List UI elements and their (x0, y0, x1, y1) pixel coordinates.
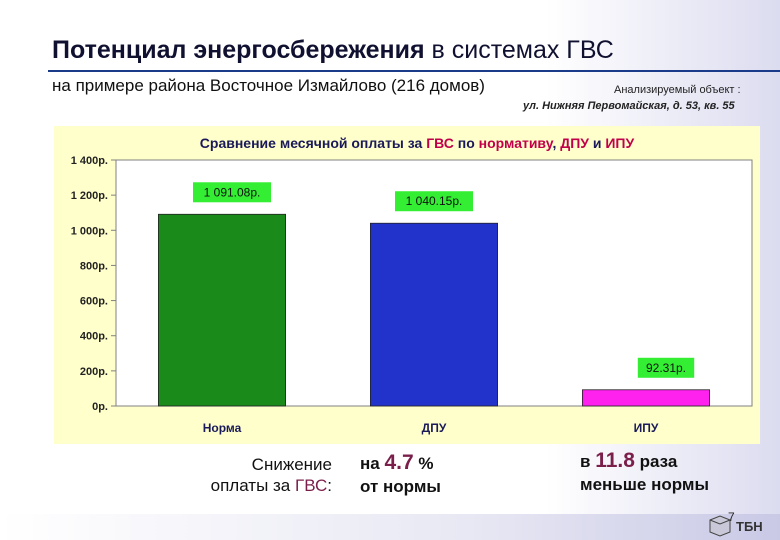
value-label-box (193, 182, 271, 203)
value-label: 92.31р. (646, 361, 686, 375)
summary-middle-value: 4.7 (384, 451, 414, 474)
summary-left-text-a: оплаты за (210, 476, 295, 496)
summary-left-highlight: ГВС (295, 476, 328, 496)
chart-title-part-0: Сравнение месячной оплаты за (200, 135, 426, 151)
value-label-box (637, 357, 695, 378)
logo-cube-icon (709, 515, 731, 537)
category-label: Норма (203, 421, 242, 435)
y-tick-label: 0р. (92, 401, 108, 413)
summary-left: Снижение оплаты за ГВС: (172, 454, 332, 497)
summary-left-line2: оплаты за ГВС: (172, 475, 332, 496)
summary-middle-suffix: % (413, 454, 434, 473)
summary-right-prefix: в (580, 452, 596, 471)
value-label: 1 040.15р. (406, 194, 463, 208)
slide-subtitle: на примере района Восточное Измайлово (2… (52, 76, 485, 95)
title-divider (48, 70, 780, 72)
chart-title-part-2: по (454, 135, 479, 151)
summary-middle-line1: на 4.7 % (360, 450, 490, 476)
summary-middle: на 4.7 % от нормы (360, 450, 490, 498)
chart-title-part-4: , (552, 135, 560, 151)
value-label: 1 091.08р. (204, 185, 261, 199)
bar-Норма (158, 213, 286, 407)
value-label-box (395, 191, 473, 212)
category-label: ДПУ (422, 421, 447, 435)
chart-panel: Сравнение месячной оплаты за ГВС по норм… (54, 126, 760, 444)
chart-title-part-3: нормативу (479, 135, 554, 151)
chart-title-part-6: и (589, 135, 605, 151)
object-address: ул. Нижняя Первомайская, д. 53, кв. 55 (523, 100, 735, 112)
object-label: Анализируемый объект : (614, 84, 741, 96)
y-tick-label: 600р. (80, 296, 108, 308)
company-logo: ТБН (709, 515, 763, 537)
y-tick-label: 1 000р. (71, 225, 108, 237)
summary-right-suffix: раза (634, 452, 678, 471)
summary-right-line1: в 11.8 раза (580, 448, 760, 474)
chart-title-part-5: ДПУ (560, 135, 589, 151)
bar-ДПУ (369, 222, 498, 407)
y-tick-label: 400р. (80, 331, 108, 343)
logo-cube-edges (709, 519, 731, 525)
y-tick-label: 1 200р. (71, 190, 108, 202)
category-label: ИПУ (634, 421, 659, 435)
chart-title-part-1: ГВС (426, 135, 454, 151)
summary-right-value: 11.8 (595, 449, 635, 472)
bar-ИПУ (582, 389, 711, 407)
page-number: 7 (728, 510, 735, 524)
y-tick-label: 1 400р. (71, 155, 108, 167)
chart-title: Сравнение месячной оплаты за ГВС по норм… (200, 135, 635, 151)
slide-title-bold: Потенциал энергосбережения (52, 36, 425, 64)
footer-bar (0, 514, 780, 540)
summary-right: в 11.8 раза меньше нормы (580, 448, 760, 496)
summary-left-line1: Снижение (251, 455, 332, 474)
chart-title-part-7: ИПУ (605, 135, 634, 151)
bar-chart: Сравнение месячной оплаты за ГВС по норм… (71, 135, 753, 435)
summary-left-text-b: : (327, 476, 332, 496)
y-tick-label: 200р. (80, 366, 108, 378)
logo-text: ТБН (736, 519, 763, 534)
summary-middle-line2: от нормы (360, 477, 441, 497)
y-tick-label: 800р. (80, 260, 108, 272)
summary-right-line2: меньше нормы (580, 475, 710, 495)
slide-title: Потенциал энергосбережения в системах ГВ… (52, 36, 614, 65)
slide-title-rest: в системах ГВС (424, 36, 614, 64)
summary-middle-prefix: на (360, 454, 385, 473)
